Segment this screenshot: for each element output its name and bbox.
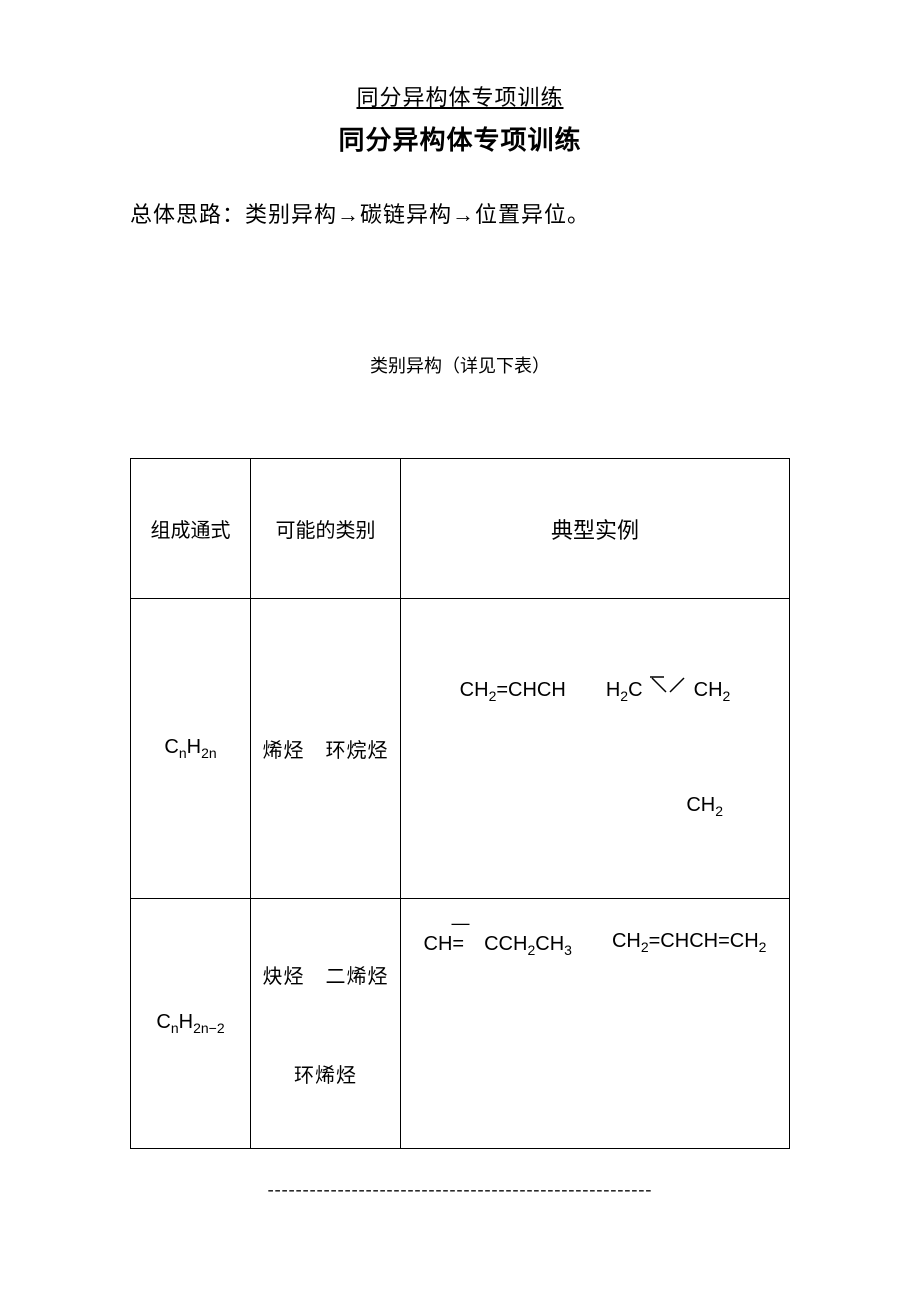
category-cell: 烯烃 环烷烃: [251, 599, 401, 899]
table-row: CnH2n−2 炔烃 二烯烃 环烯烃 CH= CCH2CH3 CH2=CHCH=…: [131, 899, 790, 1149]
formula-text: CnH2n−2: [156, 1011, 224, 1033]
category-cell: 炔烃 二烯烃 环烯烃: [251, 899, 401, 1149]
example-formula: CH= CCH2CH3: [424, 927, 572, 958]
formula-cell: CnH2n: [131, 599, 251, 899]
category-text: 烯烃 环烷烃: [263, 740, 389, 762]
isomer-table: 组成通式 可能的类别 典型实例 CnH2n 烯烃 环烷烃 CH2=CHCH H2…: [130, 458, 790, 1149]
cyclo-bottom: CH2: [686, 794, 723, 819]
table-row: CnH2n 烯烃 环烷烃 CH2=CHCH H2C: [131, 599, 790, 899]
cyclo-right: CH2: [694, 679, 731, 701]
example-cell: CH= CCH2CH3 CH2=CHCH=CH2: [401, 899, 790, 1149]
table-header-row: 组成通式 可能的类别 典型实例: [131, 459, 790, 599]
document-page: 同分异构体专项训练 同分异构体专项训练 总体思路：类别异构→碳链异构→位置异位。…: [0, 0, 920, 1200]
intro-text: 总体思路：类别异构→碳链异构→位置异位。: [130, 197, 790, 232]
formula-text: CnH2n: [164, 736, 216, 758]
category-text: 炔烃 二烯烃: [263, 960, 389, 989]
page-title: 同分异构体专项训练: [130, 120, 790, 157]
page-header: 同分异构体专项训练: [130, 80, 790, 112]
header-col1: 组成通式: [131, 459, 251, 599]
header-col3: 典型实例: [401, 459, 790, 599]
footer-dashes: ----------------------------------------…: [130, 1179, 790, 1200]
example-formula: CH2=CHCH: [460, 679, 566, 704]
header-col2: 可能的类别: [251, 459, 401, 599]
formula-cell: CnH2n−2: [131, 899, 251, 1149]
table-caption: 类别异构（详见下表）: [130, 352, 790, 378]
example-cell: CH2=CHCH H2C CH2: [401, 599, 790, 899]
example-formula: CH2=CHCH=CH2: [612, 930, 767, 955]
cyclo-left: H2C: [606, 679, 643, 701]
category-text: 环烯烃: [294, 1059, 357, 1088]
cyclopropane-icon: H2C CH2: [606, 679, 731, 704]
vee-icon: [648, 682, 688, 698]
